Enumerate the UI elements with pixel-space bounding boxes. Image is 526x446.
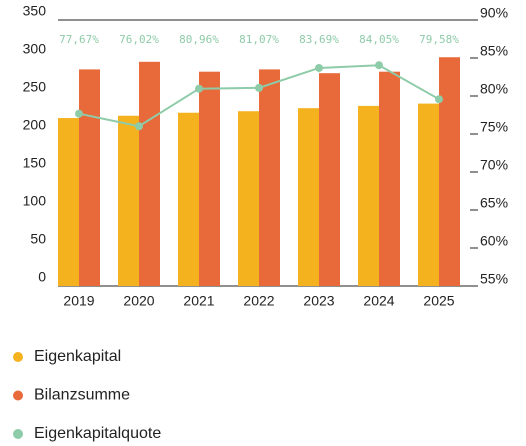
- bar: [418, 103, 439, 286]
- y-tick-label: 100: [23, 193, 47, 209]
- bar: [118, 115, 139, 286]
- point: [75, 109, 83, 118]
- data-label: 81,07%: [239, 33, 279, 46]
- bar: [379, 71, 400, 287]
- x-tick-label: 2021: [183, 293, 214, 309]
- point: [315, 63, 323, 72]
- legend-label: Bilanzsumme: [34, 387, 130, 404]
- y-tick-label: 150: [23, 155, 47, 171]
- legend-marker: [13, 429, 23, 439]
- data-label: 83,69%: [299, 33, 339, 46]
- y2-tick-label: 80%: [480, 81, 508, 97]
- data-label: 84,05%: [359, 33, 399, 46]
- y-tick-label: 250: [23, 79, 47, 95]
- point: [375, 61, 383, 70]
- bar: [259, 69, 280, 287]
- y-tick-label: 350: [23, 3, 47, 19]
- point: [255, 83, 263, 92]
- x-tick-label: 2022: [243, 293, 274, 309]
- legend-marker: [13, 390, 23, 401]
- data-label: 80,96%: [179, 33, 219, 46]
- bar: [238, 111, 259, 286]
- x-tick-label: 2025: [423, 293, 454, 309]
- bar: [358, 105, 379, 286]
- bar: [58, 118, 79, 286]
- legend-label: Eigenkapital: [34, 348, 121, 365]
- y2-tick-label: 85%: [480, 43, 508, 59]
- bar: [139, 61, 160, 286]
- legend-label: Eigenkapitalquote: [34, 425, 161, 442]
- y2-tick-label: 90%: [480, 5, 508, 21]
- y2-tick-label: 65%: [480, 195, 508, 211]
- x-tick-label: 2023: [303, 293, 334, 309]
- y-tick-label: 0: [38, 269, 46, 285]
- point: [135, 122, 143, 131]
- bar: [178, 112, 199, 286]
- y-tick-label: 50: [30, 231, 46, 247]
- bar: [199, 71, 220, 287]
- y-tick-label: 200: [23, 117, 47, 133]
- legend-marker: [13, 352, 23, 362]
- x-tick-label: 2024: [363, 293, 394, 309]
- bar: [79, 69, 100, 287]
- y2-tick-label: 75%: [480, 119, 508, 135]
- y2-tick-label: 70%: [480, 157, 508, 173]
- data-label: 77,67%: [59, 33, 99, 46]
- point: [195, 84, 203, 93]
- y-tick-label: 300: [23, 41, 47, 57]
- x-tick-label: 2019: [63, 293, 94, 309]
- bar: [439, 57, 460, 286]
- y2-tick-label: 55%: [480, 271, 508, 287]
- bar: [319, 73, 340, 286]
- data-label: 79,58%: [419, 33, 459, 46]
- y2-tick-label: 60%: [480, 233, 508, 249]
- x-tick-label: 2020: [123, 293, 154, 309]
- bar: [298, 108, 319, 286]
- point: [435, 95, 443, 104]
- data-label: 76,02%: [119, 33, 159, 46]
